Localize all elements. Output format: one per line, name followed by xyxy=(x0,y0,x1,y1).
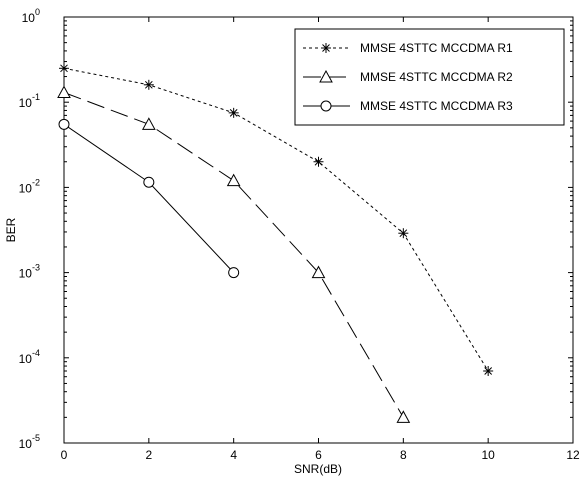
data-point-triangle xyxy=(311,265,326,279)
x-tick-label: 10 xyxy=(481,448,495,462)
data-point-asterisk xyxy=(143,79,154,90)
data-point-triangle xyxy=(57,85,71,98)
legend-label-1: MMSE 4STTC MCCDMA R1 xyxy=(360,41,513,55)
legend: MMSE 4STTC MCCDMA R1 MMSE 4STTC MCCDMA R2… xyxy=(294,28,565,126)
data-point-circle xyxy=(58,118,70,130)
y-tick-label: 10-2 xyxy=(19,177,40,195)
data-point-asterisk xyxy=(321,43,331,53)
data-point-triangle xyxy=(396,410,411,423)
y-tick-base: 10 xyxy=(19,352,33,366)
y-tick-base: 10 xyxy=(19,267,33,281)
y-tick-base: 10 xyxy=(19,181,33,195)
y-tick-label: 10-4 xyxy=(19,348,40,366)
data-point-triangle xyxy=(226,173,241,187)
y-tick-exponent: -3 xyxy=(32,263,40,273)
data-point-asterisk xyxy=(398,228,409,239)
x-tick-label: 6 xyxy=(315,448,322,462)
x-axis-label: SNR(dB) xyxy=(294,462,342,476)
data-point-circle xyxy=(143,176,155,188)
series-layer xyxy=(57,63,494,423)
y-tick-exponent: 0 xyxy=(35,7,40,17)
y-tick-base: 10 xyxy=(19,437,33,451)
y-tick-label: 10-3 xyxy=(19,263,40,281)
y-tick-exponent: -4 xyxy=(32,348,40,358)
x-tick-label: 2 xyxy=(145,448,152,462)
series-line-1 xyxy=(63,67,489,372)
y-tick-base: 10 xyxy=(22,11,36,25)
x-axis-ticks: 0 2 4 6 8 10 12 xyxy=(61,17,580,462)
y-tick-exponent: -2 xyxy=(32,177,40,187)
y-tick-base: 10 xyxy=(19,96,33,110)
y-tick-label: 10-1 xyxy=(19,92,40,110)
data-point-asterisk xyxy=(228,107,239,118)
y-tick-exponent: -1 xyxy=(32,92,40,102)
x-tick-label: 8 xyxy=(400,448,407,462)
data-point-asterisk xyxy=(313,156,324,167)
data-point-circle xyxy=(228,267,240,279)
x-tick-label: 0 xyxy=(61,448,68,462)
data-point-asterisk xyxy=(59,63,69,74)
data-point-triangle xyxy=(319,69,333,83)
legend-label-2: MMSE 4STTC MCCDMA R2 xyxy=(360,70,513,84)
x-tick-label: 4 xyxy=(230,448,237,462)
data-point-triangle xyxy=(141,117,156,130)
legend-entries: MMSE 4STTC MCCDMA R1 MMSE 4STTC MCCDMA R2… xyxy=(303,41,513,113)
data-point-circle xyxy=(320,100,332,112)
y-axis-label: BER xyxy=(4,217,18,242)
y-tick-label: 100 xyxy=(22,7,40,25)
y-tick-exponent: -5 xyxy=(32,433,40,443)
y-tick-label: 10-5 xyxy=(19,433,40,451)
x-tick-label: 12 xyxy=(566,448,580,462)
data-point-asterisk xyxy=(483,365,494,376)
legend-label-3: MMSE 4STTC MCCDMA R3 xyxy=(360,99,513,113)
